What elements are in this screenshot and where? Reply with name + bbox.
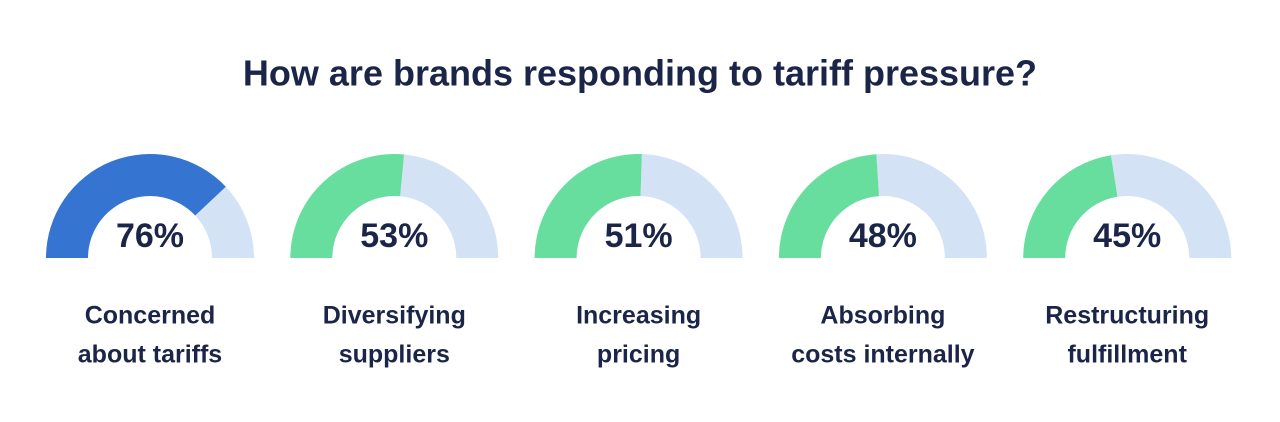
gauge-track — [876, 153, 987, 258]
gauge-track — [1110, 153, 1232, 258]
gauge-value — [45, 154, 226, 258]
value-label: 51% — [605, 217, 673, 255]
chart-title: How are brands responding to tariff pres… — [243, 53, 1037, 94]
gauge-value — [290, 154, 405, 258]
gauge-label: Diversifying — [323, 302, 466, 330]
gauge-value — [778, 154, 880, 258]
gauge-track — [640, 154, 743, 258]
value-label: 76% — [116, 217, 184, 255]
gauge-label: about tariffs — [78, 341, 222, 369]
gauge-label: fulfillment — [1067, 341, 1187, 369]
gauge-label: suppliers — [339, 341, 450, 369]
value-label: 45% — [1093, 217, 1161, 255]
gauge-track — [400, 154, 499, 258]
gauge-label: Concerned — [85, 302, 216, 330]
gauge-label: Increasing — [576, 302, 701, 330]
gauge-track — [195, 186, 254, 258]
gauge-value — [534, 153, 642, 258]
gauge-value — [1023, 155, 1118, 258]
gauge-label: Restructuring — [1045, 302, 1209, 330]
gauge-label: costs internally — [791, 341, 974, 369]
value-label: 53% — [360, 217, 428, 255]
value-label: 48% — [849, 217, 917, 255]
gauge-label: Absorbing — [820, 302, 945, 330]
gauge-label: pricing — [597, 341, 680, 369]
